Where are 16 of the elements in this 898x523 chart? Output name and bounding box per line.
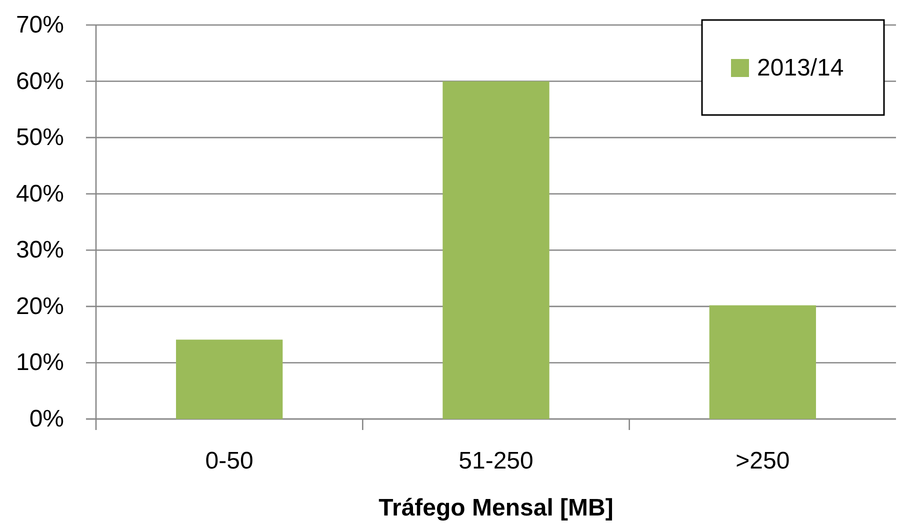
- y-tick-label: 60%: [16, 68, 64, 95]
- y-tick-label: 0%: [29, 406, 64, 432]
- bar: [709, 305, 816, 419]
- y-tick-label: 70%: [16, 12, 64, 38]
- y-tick-label: 10%: [16, 349, 64, 376]
- x-tick-label: 51-250: [458, 448, 534, 474]
- x-axis-title: Tráfego Mensal [MB]: [378, 494, 614, 522]
- x-tick-label: 0-50: [205, 448, 254, 474]
- y-tick-label: 40%: [16, 180, 64, 208]
- bar: [176, 340, 283, 419]
- x-tick-label: >250: [736, 448, 790, 474]
- y-tick-label: 50%: [16, 124, 64, 152]
- legend-label: 2013/14: [757, 54, 844, 82]
- bar: [442, 81, 550, 419]
- y-tick-label: 30%: [16, 236, 64, 264]
- y-tick-label: 20%: [16, 292, 64, 320]
